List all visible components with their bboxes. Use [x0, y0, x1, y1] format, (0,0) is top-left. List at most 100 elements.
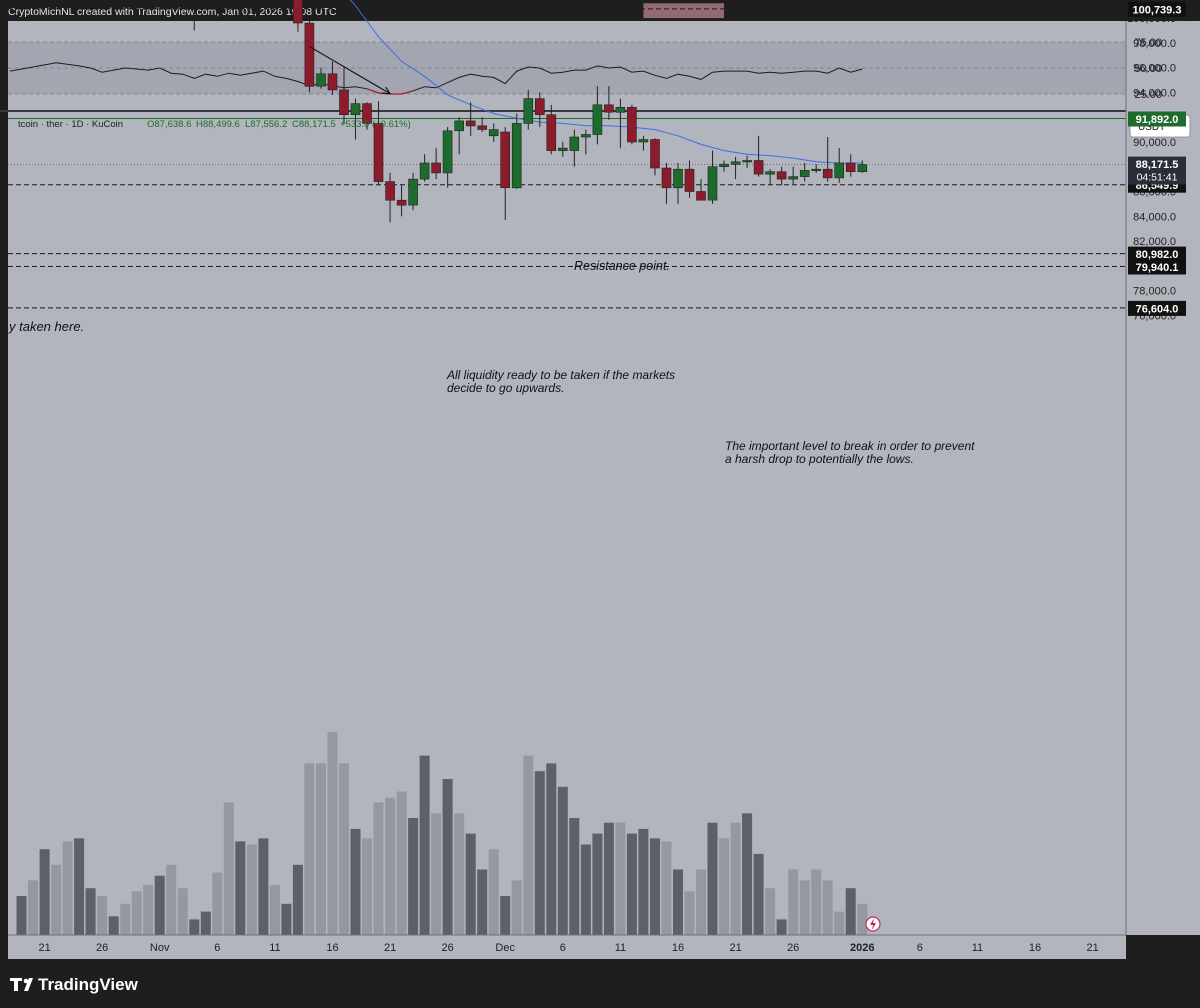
candle-body	[776, 171, 787, 180]
candle	[753, 135, 764, 177]
candle-body	[581, 134, 591, 138]
candle	[216, 0, 218, 9]
candle-body	[408, 178, 418, 206]
volume-bar	[569, 818, 580, 935]
time-axis[interactable]	[8, 935, 1126, 959]
candle-body	[765, 171, 775, 175]
candle-body	[799, 170, 810, 177]
time-tick-label: 6	[917, 942, 923, 954]
candle	[776, 166, 787, 186]
volume-bar	[74, 838, 85, 935]
candlesticks	[193, 0, 868, 223]
level-label: 79,940.1	[1136, 262, 1179, 274]
volume-bar	[603, 822, 614, 935]
volume-bar	[638, 828, 649, 935]
candle-body	[523, 98, 534, 124]
candle	[419, 154, 430, 182]
volume-bar	[523, 755, 534, 935]
ohlc-close: C88,171.5	[292, 119, 336, 130]
candle-body	[661, 167, 672, 189]
candle-body	[719, 163, 729, 167]
volume-bar	[62, 841, 73, 935]
volume-bar	[166, 864, 177, 935]
candle	[650, 138, 660, 176]
volume-bar	[97, 896, 108, 935]
price-tick-label: 94,000.0	[1133, 87, 1176, 99]
candle	[431, 148, 441, 180]
candle-body	[696, 191, 706, 201]
candle-body	[396, 199, 407, 206]
time-tick-label: 16	[1029, 942, 1041, 954]
volume-bar	[765, 888, 776, 935]
volume-bar	[223, 802, 234, 935]
candle-body	[742, 160, 752, 163]
candle	[500, 127, 511, 220]
last-price-box	[1128, 156, 1186, 185]
ohlc-high: H88,499.6	[196, 119, 240, 130]
time-tick-label: 6	[560, 942, 566, 954]
annotation-liquidity-taken: y taken here.	[8, 319, 84, 334]
lightning-icon[interactable]	[865, 916, 881, 932]
attribution-text: CryptoMichNL created with TradingView.co…	[8, 6, 337, 18]
candle	[638, 135, 649, 151]
rsi-tick-label: 75.00	[1134, 37, 1162, 49]
volume-bar	[350, 828, 361, 935]
candle	[454, 117, 465, 155]
level-label-box	[1128, 111, 1186, 127]
candle	[546, 104, 557, 155]
volume-bar	[108, 916, 119, 935]
candle-body	[788, 176, 799, 180]
time-tick-label: 21	[38, 942, 50, 954]
level-label-box	[1128, 1, 1186, 17]
ohlc-change: +533.0 (+0.61%)	[340, 119, 411, 130]
volume-bar	[292, 864, 303, 935]
time-tick-label: 2026	[850, 942, 874, 954]
candle	[604, 86, 614, 120]
candle	[707, 150, 718, 204]
candle-body	[627, 107, 637, 143]
volume-bar	[39, 849, 50, 935]
volume-bar	[488, 849, 499, 935]
level-label: 76,604.0	[1136, 303, 1179, 315]
volume-bar	[822, 880, 833, 935]
candle-body	[638, 139, 649, 143]
volume-bars	[16, 732, 868, 935]
candle	[408, 172, 418, 211]
candle	[193, 0, 195, 31]
candle-body	[373, 123, 384, 182]
volume-bar	[408, 818, 419, 935]
candle-body	[650, 139, 660, 169]
volume-bar	[431, 813, 442, 935]
price-tick-label: 96,000.0	[1133, 63, 1176, 75]
price-tick-label: 82,000.0	[1133, 236, 1176, 248]
volume-bar	[28, 880, 38, 935]
volume-bar	[442, 779, 453, 935]
candle	[627, 104, 637, 145]
candle	[523, 89, 534, 130]
volume-bar	[327, 732, 338, 935]
annotation-important-level-1: The important level to break in order to…	[725, 439, 975, 453]
level-label: 91,892.0	[1136, 114, 1179, 126]
annotation-liquidity-ready-2: decide to go upwards.	[447, 381, 564, 395]
candle-body	[707, 166, 718, 201]
candle	[592, 86, 603, 145]
volume-bar	[615, 822, 626, 935]
candle	[350, 98, 361, 140]
candle-body	[442, 130, 453, 174]
rsi-tick-label: 25.00	[1134, 89, 1162, 101]
symbol-legend[interactable]: tcoin · ther · 1D · KuCoin O87,638.6 H88…	[18, 119, 411, 130]
volume-bar	[707, 822, 718, 935]
trend-arrow	[309, 46, 392, 95]
time-axis-labels: 21 26 Nov 6 11 16 21 26 Dec 6 11 16 21 26 2026 6 11 16 21	[38, 942, 1098, 954]
candle-body	[730, 161, 741, 165]
volume-bar	[626, 833, 637, 935]
volume-bar	[511, 880, 522, 935]
candle	[799, 163, 810, 182]
time-tick-label: 6	[214, 942, 220, 954]
volume-bar	[189, 919, 200, 935]
candle	[362, 102, 372, 130]
candle	[396, 185, 407, 217]
volume-bar	[661, 841, 672, 935]
time-tick-label: 21	[384, 942, 396, 954]
candle	[465, 102, 476, 136]
